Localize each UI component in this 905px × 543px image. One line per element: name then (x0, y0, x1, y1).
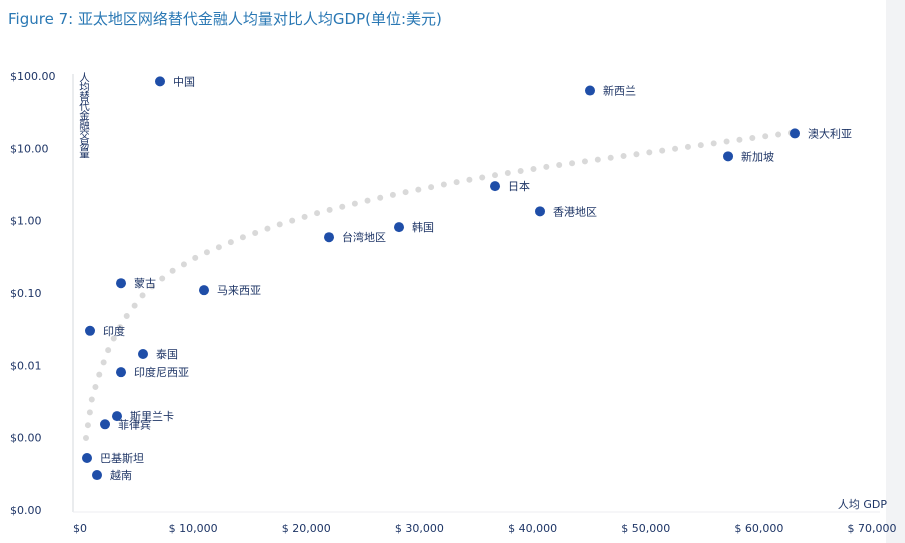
y-tick-label: $0.10 (10, 287, 42, 300)
point-label: 新西兰 (603, 84, 636, 98)
y-tick-label: $1.00 (10, 215, 42, 228)
point-label: 蒙古 (134, 277, 156, 290)
chart-title: Figure 7: 亚太地区网络替代金融人均量对比人均GDP(单位:美元) (8, 10, 442, 28)
point-label: 马来西亚 (217, 284, 261, 297)
point-label: 泰国 (156, 347, 178, 361)
x-tick-label: $ 40,000 (508, 522, 557, 535)
point-label: 中国 (173, 75, 195, 88)
point-label: 新加坡 (741, 149, 774, 163)
point-label: 韩国 (412, 220, 434, 234)
point-label: 印度尼西亚 (134, 365, 189, 379)
point (85, 325, 96, 336)
y-tick-label: $100.00 (10, 70, 56, 83)
point (116, 367, 127, 378)
point-label: 日本 (508, 179, 530, 193)
point-label: 香港地区 (553, 205, 597, 218)
point-label: 台湾地区 (342, 230, 386, 244)
point (585, 85, 596, 96)
y-tick-label: $0.00 (10, 504, 42, 517)
x-tick-label: $ 50,000 (621, 522, 670, 535)
point (111, 411, 122, 422)
point (155, 76, 166, 87)
point (100, 419, 111, 430)
x-tick-label: $0 (73, 522, 87, 535)
trend-line (82, 129, 799, 442)
y-tick-label: $10.00 (10, 142, 49, 155)
x-tick-label: $ 10,000 (169, 522, 218, 535)
point (92, 470, 103, 481)
y-axis-title: 人均替代金融交易量 (78, 72, 90, 158)
point-label: 巴基斯坦 (100, 451, 144, 465)
point (82, 453, 93, 464)
point (723, 151, 734, 162)
y-tick-label: $0.01 (10, 359, 42, 372)
point (535, 206, 546, 217)
point (137, 349, 148, 360)
x-tick-label: $ 60,000 (734, 522, 783, 535)
x-axis-title: 人均 GDP (838, 498, 887, 511)
point (790, 128, 801, 139)
point-label: 印度 (103, 324, 125, 338)
point (324, 232, 335, 243)
point (116, 278, 127, 289)
x-tick-label: $ 20,000 (282, 522, 331, 535)
point (199, 285, 210, 296)
point-label: 越南 (110, 468, 132, 482)
point-label: 斯里兰卡 (130, 410, 174, 423)
point-label: 澳大利亚 (808, 126, 852, 140)
point (394, 222, 405, 233)
point-label: 菲律宾 (118, 417, 151, 431)
x-tick-label: $ 70,000 (848, 522, 897, 535)
side-strip (886, 0, 905, 543)
x-tick-label: $ 30,000 (395, 522, 444, 535)
y-tick-label: $0.00 (10, 432, 42, 445)
point (490, 181, 501, 192)
